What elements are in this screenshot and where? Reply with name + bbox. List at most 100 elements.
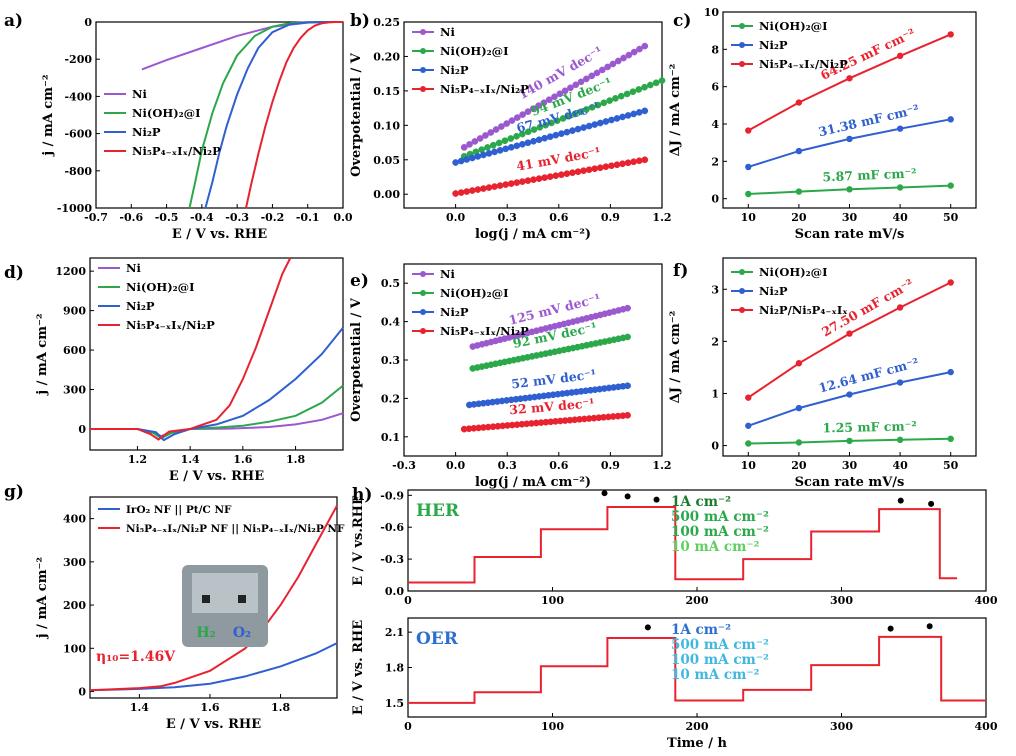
data-point bbox=[551, 93, 558, 101]
legend-label: Ni(OH)₂@I bbox=[440, 44, 509, 58]
data-point bbox=[658, 77, 666, 84]
legend-marker bbox=[420, 86, 426, 92]
data-point bbox=[846, 330, 853, 337]
y-tick-label: -1000 bbox=[57, 202, 93, 215]
series-2 bbox=[204, 21, 343, 209]
legend-label: Ni₅P₄₋ₓIₓ/Ni₂P NF || Ni₅P₄₋ₓIₓ/Ni₂P NF bbox=[126, 523, 345, 535]
y-tick-label: 1.5 bbox=[385, 697, 404, 710]
x-tick-label: 200 bbox=[686, 594, 709, 607]
data-point bbox=[641, 156, 649, 164]
data-point bbox=[491, 148, 498, 156]
x-axis-label: log(j / mA cm⁻²) bbox=[475, 475, 591, 490]
data-point bbox=[580, 167, 587, 175]
y-tick-label: 600 bbox=[63, 344, 86, 357]
legend: Ni(OH)₂@I Ni₂P Ni₅P₄₋ₓIₓ/Ni₂P bbox=[731, 19, 848, 71]
cell-lid bbox=[192, 573, 258, 613]
data-point bbox=[563, 128, 571, 136]
y-tick-label: 900 bbox=[63, 305, 86, 318]
current-legend-line: 10 mA cm⁻² bbox=[671, 667, 760, 683]
y-tick-label: 0.4 bbox=[381, 316, 400, 329]
y-axis-label: Overpotential / V bbox=[349, 297, 364, 422]
data-point bbox=[598, 66, 606, 74]
series-3 bbox=[90, 257, 292, 441]
data-point bbox=[565, 112, 573, 120]
y-tick-label: 0.2 bbox=[381, 392, 400, 405]
series-line bbox=[245, 21, 343, 209]
current-legend-line: 100 mA cm⁻² bbox=[671, 524, 769, 540]
data-point bbox=[947, 182, 954, 189]
chart-d: 1.2 1.4 1.6 1.8 0 300 600 900 1200 E / V vs. RHE j… bbox=[4, 257, 344, 484]
data-point bbox=[624, 333, 631, 341]
x-tick-label: -0.3 bbox=[392, 459, 416, 472]
y-tick-label: 0.05 bbox=[373, 154, 400, 167]
chart-c: 10 20 30 40 50 0 2 4 6 8 10 Scan rate mV/s ΔJ / mA c… bbox=[668, 6, 977, 242]
data-point bbox=[468, 187, 476, 194]
legend-marker bbox=[420, 29, 426, 35]
legend-label: Ni₅P₄₋ₓIₓ/Ni₂P bbox=[759, 57, 848, 71]
data-point bbox=[572, 81, 580, 89]
onset-annotation: η₁₀=1.46V bbox=[96, 649, 176, 665]
legend-marker bbox=[739, 269, 745, 275]
data-point bbox=[625, 51, 633, 59]
legend: Ni Ni(OH)₂@I Ni₂P Ni₅P₄₋ₓIₓ/Ni₂P bbox=[412, 267, 529, 338]
y-tick-label: 0 bbox=[78, 686, 86, 699]
data-point bbox=[795, 188, 803, 195]
data-point bbox=[489, 141, 497, 149]
y-axis-label: Overpotential / V bbox=[349, 52, 364, 177]
data-point bbox=[559, 115, 567, 122]
data-point bbox=[530, 126, 538, 133]
data-point bbox=[519, 140, 526, 148]
data-point bbox=[471, 138, 479, 145]
step-curve bbox=[408, 635, 986, 704]
inset-label-h2: H₂ bbox=[196, 625, 215, 641]
y-tick-label: 6 bbox=[711, 81, 719, 94]
data-point bbox=[557, 130, 565, 138]
x-tick-label: 0.0 bbox=[333, 211, 352, 224]
chart-title: HER bbox=[416, 501, 460, 521]
panel-label: f) bbox=[673, 261, 688, 281]
y-tick-label: -200 bbox=[64, 53, 92, 66]
data-point bbox=[495, 139, 503, 147]
series-line bbox=[90, 384, 344, 440]
x-tick-label: 40 bbox=[892, 211, 908, 224]
data-point bbox=[498, 123, 505, 130]
y-tick-label: 0.15 bbox=[373, 85, 400, 98]
legend: Ni Ni(OH)₂@I Ni₂P Ni₅P₄₋ₓIₓ/Ni₂P bbox=[104, 87, 221, 158]
data-point bbox=[571, 110, 579, 118]
x-tick-label: 10 bbox=[741, 211, 757, 224]
data-point bbox=[636, 45, 643, 53]
x-axis-label: Scan rate mV/s bbox=[795, 227, 905, 242]
data-point bbox=[463, 188, 471, 195]
data-point bbox=[624, 411, 631, 419]
data-point bbox=[503, 120, 511, 127]
legend-label: Ni bbox=[440, 267, 456, 281]
y-tick-label: 400 bbox=[63, 513, 86, 526]
data-point bbox=[507, 180, 515, 187]
x-tick-label: 1.4 bbox=[130, 701, 149, 714]
legend-label: Ni₂P bbox=[759, 284, 788, 298]
series-0: 1.25 mF cm⁻² bbox=[745, 418, 954, 447]
plot-frame bbox=[89, 496, 338, 699]
data-point bbox=[556, 90, 564, 98]
legend-label: Ni(OH)₂@I bbox=[759, 265, 828, 279]
x-tick-label: 40 bbox=[892, 459, 908, 472]
x-tick-label: 0.3 bbox=[498, 459, 517, 472]
legend-label: Ni₂P bbox=[132, 125, 161, 139]
x-axis-label: E / V vs. RHE bbox=[172, 227, 267, 242]
legend-label: Ni₂P bbox=[440, 305, 469, 319]
series-line bbox=[141, 21, 343, 71]
data-point bbox=[896, 125, 904, 132]
y-tick-label: 3 bbox=[711, 283, 719, 296]
x-tick-label: 400 bbox=[975, 594, 998, 607]
data-point bbox=[457, 189, 465, 196]
data-point bbox=[480, 185, 487, 192]
x-tick-label: 1.6 bbox=[200, 701, 219, 714]
y-tick-label: 300 bbox=[63, 384, 86, 397]
data-point bbox=[624, 382, 631, 390]
data-point bbox=[606, 97, 613, 104]
data-point bbox=[630, 158, 638, 166]
data-point bbox=[580, 124, 587, 131]
y-axis-label: ΔJ / mA cm⁻² bbox=[668, 64, 683, 157]
data-point bbox=[513, 132, 520, 140]
